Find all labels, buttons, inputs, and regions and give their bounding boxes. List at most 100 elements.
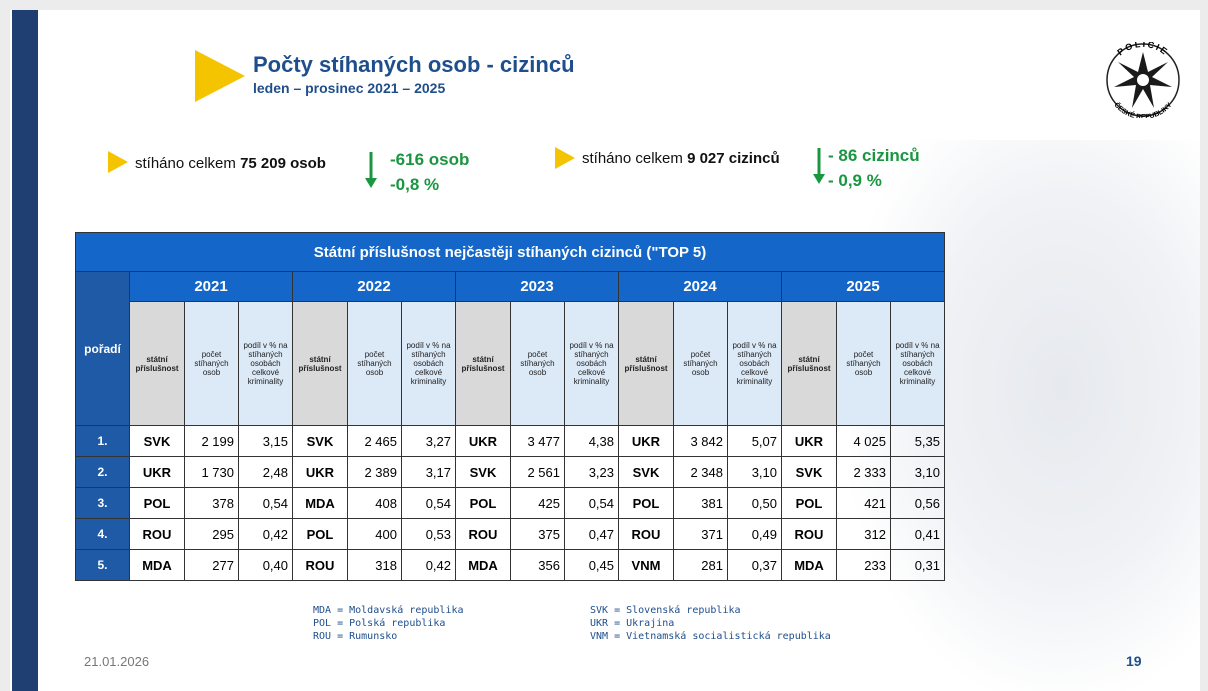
summary: stíháno celkem 75 209 osob <box>135 155 326 172</box>
down-arrow <box>813 148 825 184</box>
rank: 4. <box>75 518 130 550</box>
police-logo: POLICIE ČESKÉ REPUBLIKY <box>1106 42 1180 118</box>
date: 21.01.2026 <box>84 654 150 669</box>
nationality: UKR <box>455 425 511 457</box>
share: 0,40 <box>238 549 293 581</box>
year: 2025 <box>781 271 945 302</box>
legend-entry: ROU = Rumunsko <box>313 631 398 642</box>
year: 2021 <box>129 271 293 302</box>
nationality: UKR <box>292 456 348 488</box>
nationality: POL <box>292 518 348 550</box>
summary-label: stíháno celkem <box>135 155 236 172</box>
nationality: MDA <box>781 549 837 581</box>
nationality: POL <box>618 487 674 519</box>
year: 2024 <box>618 271 782 302</box>
nationality: ROU <box>129 518 185 550</box>
summary-value: 9 027 cizinců <box>687 150 780 167</box>
change: - 86 cizinců <box>828 146 920 165</box>
nationality: ROU <box>292 549 348 581</box>
year: 2022 <box>292 271 456 302</box>
subheader: počet stíhaných osob <box>347 301 402 426</box>
year-row: pořadí 2021 2022 2023 2024 2025 <box>75 271 945 426</box>
data-row: 4. ROU 295 0,42 POL 400 0,53 ROU 375 0,47 ROU 371 0,… <box>75 518 945 550</box>
subheader: státní příslušnost <box>455 301 511 426</box>
share: 0,41 <box>890 518 945 550</box>
nationality: SVK <box>292 425 348 457</box>
count: 277 <box>184 549 239 581</box>
legend-entry: UKR = Ukrajina <box>590 618 675 629</box>
share: 0,45 <box>564 549 619 581</box>
nationality: SVK <box>781 456 837 488</box>
year: 2023 <box>455 271 619 302</box>
share: 3,15 <box>238 425 293 457</box>
change: -616 osob <box>390 150 470 169</box>
share: 0,31 <box>890 549 945 581</box>
bullet-triangle <box>108 151 128 173</box>
share: 0,53 <box>401 518 456 550</box>
share: 0,49 <box>727 518 782 550</box>
rank: 5. <box>75 549 130 581</box>
subheader: podíl v % na stíhaných osobách celkové k… <box>727 301 782 426</box>
subheader: podíl v % na stíhaných osobách celkové k… <box>890 301 945 426</box>
title: Počty stíhaných osob - cizinců <box>253 52 575 77</box>
share: 0,54 <box>564 487 619 519</box>
share: 0,42 <box>238 518 293 550</box>
subheader: počet stíhaných osob <box>184 301 239 426</box>
nationality: SVK <box>618 456 674 488</box>
data-row: 5. MDA 277 0,40 ROU 318 0,42 MDA 356 0,45 VNM 281 0,… <box>75 549 945 581</box>
share: 3,10 <box>890 456 945 488</box>
table-title: Státní příslušnost nejčastěji stíhaných … <box>75 232 945 272</box>
subheader: státní příslušnost <box>781 301 837 426</box>
share: 0,37 <box>727 549 782 581</box>
rank: 1. <box>75 425 130 457</box>
nationality: SVK <box>455 456 511 488</box>
nationality: UKR <box>618 425 674 457</box>
share: 2,48 <box>238 456 293 488</box>
legend: SVK = Slovenská republika UKR = Ukrajina V… <box>590 604 831 643</box>
title-row: Státní příslušnost nejčastěji stíhaných … <box>75 232 945 272</box>
page-number: 19 <box>1126 653 1142 669</box>
count: 356 <box>510 549 565 581</box>
down-arrow <box>365 152 377 188</box>
count: 4 025 <box>836 425 891 457</box>
count: 2 333 <box>836 456 891 488</box>
share: 0,56 <box>890 487 945 519</box>
nationality: POL <box>455 487 511 519</box>
share: 3,23 <box>564 456 619 488</box>
count: 2 561 <box>510 456 565 488</box>
nationality: POL <box>129 487 185 519</box>
subheader: podíl v % na stíhaných osobách celkové k… <box>564 301 619 426</box>
nationality: ROU <box>455 518 511 550</box>
count: 425 <box>510 487 565 519</box>
count: 281 <box>673 549 728 581</box>
data-row: 3. POL 378 0,54 MDA 408 0,54 POL 425 0,54 POL 381 0,… <box>75 487 945 519</box>
count: 378 <box>184 487 239 519</box>
count: 2 348 <box>673 456 728 488</box>
count: 2 465 <box>347 425 402 457</box>
count: 312 <box>836 518 891 550</box>
count: 371 <box>673 518 728 550</box>
count: 3 842 <box>673 425 728 457</box>
data-table: Státní příslušnost nejčastěji stíhaných … <box>75 232 945 581</box>
count: 400 <box>347 518 402 550</box>
subheader: podíl v % na stíhaných osobách celkové k… <box>238 301 293 426</box>
nationality: UKR <box>781 425 837 457</box>
title-triangle <box>195 50 245 102</box>
legend-entry: POL = Polská republika <box>313 618 446 629</box>
share: 3,27 <box>401 425 456 457</box>
data-row: 2. UKR 1 730 2,48 UKR 2 389 3,17 SVK 2 561 3,23 SV… <box>75 456 945 488</box>
bullet-triangle <box>555 147 575 169</box>
count: 233 <box>836 549 891 581</box>
summary-value: 75 209 osob <box>240 155 326 172</box>
share: 0,50 <box>727 487 782 519</box>
legend-entry: MDA = Moldavská republika <box>313 605 464 616</box>
count: 318 <box>347 549 402 581</box>
share: 3,17 <box>401 456 456 488</box>
summary-label: stíháno celkem <box>582 150 683 167</box>
subheader: státní příslušnost <box>292 301 348 426</box>
subheader: počet stíhaných osob <box>673 301 728 426</box>
share: 0,47 <box>564 518 619 550</box>
nationality: UKR <box>129 456 185 488</box>
count: 381 <box>673 487 728 519</box>
